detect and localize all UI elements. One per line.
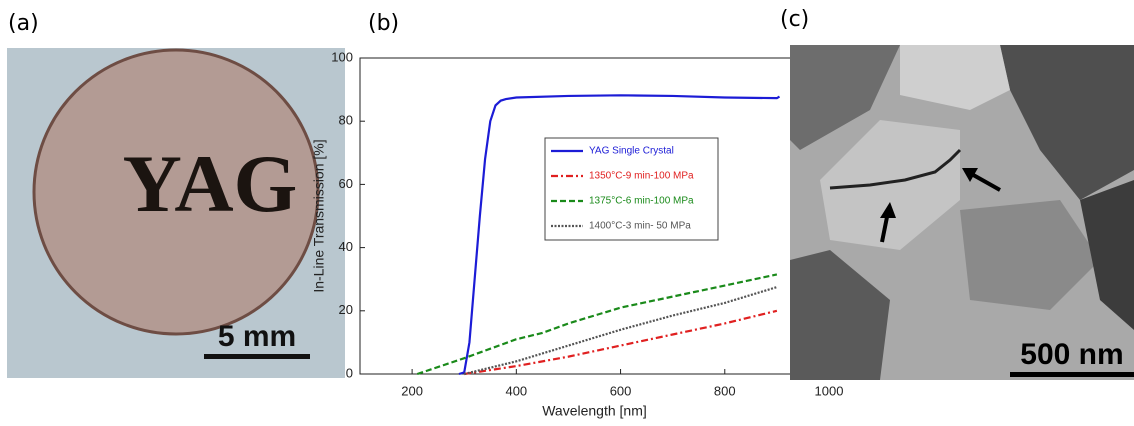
y-tick-label: 0 [346,365,353,380]
y-tick-label: 40 [339,239,353,254]
y-tick-label: 100 [331,49,353,64]
grain-boundary [829,148,962,190]
arrow-head [962,168,978,182]
grain [900,45,1010,110]
panel-label: (b) [368,11,399,36]
grain [960,200,1100,310]
series-line [463,286,778,376]
grain [790,45,900,150]
x-tick-label: 400 [505,383,527,398]
x-axis-title: Wavelength [nm] [542,403,647,419]
panel-label: (c) [780,7,809,32]
legend-label: 1375°C-6 min-100 MPa [589,196,694,207]
y-axis-title: In-Line Transmission [%] [311,139,327,292]
grain [790,250,890,380]
x-tick-label: 600 [610,383,632,398]
chart: 0 20 40 60 80 100 200 400 600 800 1000 Wavelength [… [311,49,844,418]
y-tick-label: 60 [339,176,353,191]
series-line [464,309,778,376]
x-tick-label: 200 [401,383,423,398]
grain [1080,180,1134,330]
series-line [458,94,781,376]
scale-bar [204,354,310,359]
series-line [416,273,778,376]
legend-box [544,137,719,241]
x-tick-label: 800 [714,383,736,398]
scale-bar-label: 5 mm [218,320,296,353]
scale-bar [1010,372,1134,377]
panel-label: (a) [8,11,39,36]
grain [1000,45,1134,200]
x-tick-label: 1000 [815,383,844,398]
legend-label: YAG Single Crystal [589,146,674,157]
grain [820,120,960,250]
scale-bar-label: 500 nm [1020,338,1123,371]
yag-disc [32,48,320,336]
disc-text: YAG [123,138,298,229]
legend-label: 1400°C-3 min- 50 MPa [589,221,691,232]
y-tick-label: 80 [339,113,353,128]
arrow-head [880,202,896,218]
legend-label: 1350°C-9 min-100 MPa [589,171,694,182]
y-tick-label: 20 [339,302,353,317]
